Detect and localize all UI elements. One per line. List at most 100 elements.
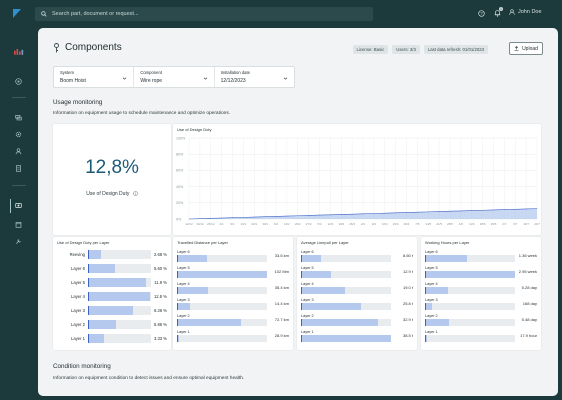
layer-label: Layer 5 <box>425 266 438 270</box>
data-point <box>406 212 407 213</box>
calendar-icon[interactable] <box>15 221 22 228</box>
layer-label: Layer 5 <box>71 280 85 285</box>
data-point <box>514 208 516 210</box>
data-point <box>362 213 364 215</box>
layer-label: Layer 4 <box>301 282 314 286</box>
installation-date-label: Installation date <box>220 70 250 75</box>
chevron-down-icon <box>123 77 127 80</box>
layer-label: Layer 2 <box>301 314 314 318</box>
layer-row: Layer 1 38.5 t <box>301 330 413 346</box>
main-content: Components License: Basic Users: 3/3 Las… <box>38 28 558 396</box>
system-value: Boom Hoist <box>60 78 86 84</box>
layer-value: 5.60 % <box>153 266 167 271</box>
x-tick-label: 2/7 <box>502 222 507 226</box>
search-icon <box>41 11 47 17</box>
layer-row: Layer 1 3.33 % <box>57 333 167 344</box>
system-select[interactable]: System Boom Hoist <box>54 67 135 87</box>
layer-bar <box>88 292 150 301</box>
notifications-button[interactable]: 1 <box>494 7 503 18</box>
installation-date-select[interactable]: Installation date 12/12/2023 <box>215 67 294 87</box>
x-tick-label: 2/4 <box>361 222 366 226</box>
layer-bar-track <box>177 271 267 278</box>
help-icon[interactable]: ? <box>478 10 485 17</box>
layer-bar <box>88 306 133 315</box>
layer-panel: Use of Design Duty per Layer Reeving 2.68 … <box>53 237 171 350</box>
layer-value: 5.48 day <box>521 317 537 322</box>
data-point <box>243 217 244 218</box>
data-point <box>395 212 396 214</box>
layer-panel: Working Hours per Layer Layer 6 1.36 week L… <box>421 237 541 350</box>
user-menu[interactable]: John Doe <box>509 9 542 15</box>
layer-value: 5.28 day <box>521 285 537 290</box>
layer-bar-track <box>88 278 151 287</box>
layer-label: Layer 4 <box>71 294 85 299</box>
condition-title: Condition monitoring <box>53 363 111 370</box>
layer-bar <box>177 271 267 278</box>
x-tick-label: 7/5 <box>415 222 420 226</box>
settings-icon[interactable] <box>15 131 22 138</box>
layer-label: Layer 2 <box>177 314 190 318</box>
data-point <box>525 208 527 210</box>
layer-label: Layer 1 <box>177 330 190 334</box>
layer-label: Layer 1 <box>301 330 314 334</box>
search-bar[interactable]: Search part, document or request... <box>35 7 373 21</box>
data-point <box>536 208 538 209</box>
top-bar: Search part, document or request... ? 1 … <box>0 0 562 28</box>
layer-bar <box>425 303 433 310</box>
layer-bar <box>301 335 391 342</box>
layer-row: Layer 2 5.48 day <box>425 314 537 330</box>
layer-bar-track <box>88 250 151 259</box>
layer-value: 8.60 t <box>402 253 413 258</box>
layer-bar <box>177 287 209 294</box>
layer-label: Layer 3 <box>301 298 314 302</box>
layer-value: 102 Mm <box>274 269 289 274</box>
layer-row: Layer 5 11.9 % <box>57 277 167 288</box>
layer-value: 38.5 t <box>402 333 413 338</box>
brand-logo[interactable] <box>13 9 21 18</box>
app-logo-icon[interactable] <box>14 48 24 55</box>
x-tick-label: 13/2 <box>284 222 290 226</box>
people-icon[interactable] <box>15 148 22 155</box>
data-point <box>471 210 473 211</box>
components-icon[interactable] <box>15 202 22 209</box>
document-icon[interactable] <box>15 165 22 172</box>
data-point <box>188 218 190 220</box>
data-point <box>438 211 440 212</box>
y-tick-label: 80% <box>176 153 184 157</box>
layer-bar <box>301 271 332 278</box>
layer-bar-track <box>425 319 515 326</box>
chat-icon[interactable] <box>15 114 22 121</box>
layer-bar-track <box>301 335 391 342</box>
layer-bar-track <box>301 271 391 278</box>
layer-bar-track <box>177 335 267 342</box>
dashboard-icon[interactable] <box>15 78 22 85</box>
component-select[interactable]: Component Wire rope <box>134 67 215 87</box>
data-point <box>427 211 429 213</box>
layer-row: Layer 5 102 Mm <box>177 266 289 282</box>
layer-value: 1.36 week <box>518 253 537 258</box>
upload-button[interactable]: Upload <box>509 42 543 55</box>
x-tick-label: 30/1 <box>262 222 268 226</box>
component-label: Component <box>140 70 162 75</box>
data-point <box>297 215 299 217</box>
usage-description: Information on equipment usage to schedu… <box>53 111 231 116</box>
x-tick-label: 19/3 <box>338 222 344 226</box>
info-icon[interactable] <box>132 191 138 196</box>
layer-label: Layer 3 <box>71 308 85 313</box>
layer-row: Layer 4 5.28 day <box>425 282 537 298</box>
layer-label: Layer 5 <box>177 266 190 270</box>
data-point <box>351 213 353 215</box>
layer-row: Layer 4 12.8 % <box>57 291 167 302</box>
y-tick-label: 60% <box>176 169 184 173</box>
layer-value: 28.9 km <box>274 333 289 338</box>
filter-bar: System Boom Hoist Component Wire rope In… <box>53 66 295 88</box>
layer-bar <box>177 319 242 326</box>
layer-value: 3.33 % <box>153 336 167 341</box>
tools-icon[interactable] <box>15 238 22 245</box>
upload-icon <box>514 46 519 51</box>
x-tick-label: 23/4 <box>393 222 399 226</box>
layer-bar-track <box>88 334 151 343</box>
x-tick-label: 9/4 <box>372 222 377 226</box>
y-tick-label: 0% <box>176 217 182 221</box>
layer-bar <box>301 287 346 294</box>
